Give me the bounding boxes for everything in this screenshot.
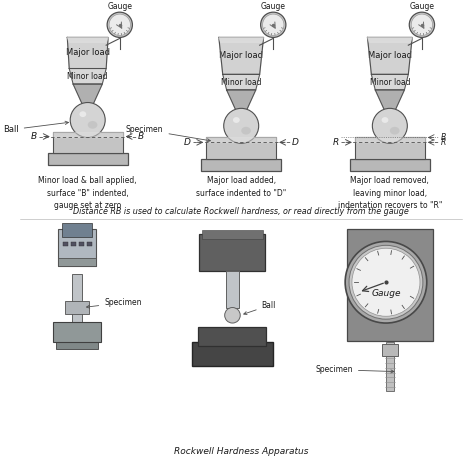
- Text: B: B: [31, 132, 37, 141]
- Ellipse shape: [88, 121, 98, 129]
- Bar: [191, 341, 273, 366]
- Circle shape: [345, 241, 427, 323]
- Polygon shape: [67, 38, 108, 68]
- Circle shape: [349, 245, 423, 319]
- Text: Major load: Major load: [219, 51, 263, 61]
- Polygon shape: [73, 84, 102, 106]
- Polygon shape: [375, 90, 404, 111]
- Polygon shape: [355, 138, 425, 142]
- Ellipse shape: [373, 108, 407, 143]
- Bar: [200, 234, 265, 271]
- Text: Major load removed,
leaving minor load,
indentation recovers to "R": Major load removed, leaving minor load, …: [337, 176, 442, 210]
- Polygon shape: [219, 38, 264, 74]
- Polygon shape: [223, 74, 260, 90]
- Text: Gauge: Gauge: [410, 2, 434, 11]
- Text: Minor load: Minor load: [370, 78, 410, 87]
- Bar: [65, 301, 89, 314]
- Circle shape: [411, 14, 433, 35]
- Bar: [63, 223, 91, 236]
- Bar: [64, 242, 68, 246]
- Circle shape: [261, 12, 286, 38]
- Bar: [55, 341, 99, 349]
- Polygon shape: [69, 68, 106, 84]
- Bar: [206, 138, 276, 159]
- Polygon shape: [227, 90, 256, 111]
- Text: Major load: Major load: [368, 51, 412, 61]
- Text: Ball: Ball: [3, 121, 68, 134]
- Text: Ball: Ball: [244, 301, 276, 314]
- Text: Major load added,
surface indented to "D": Major load added, surface indented to "D…: [196, 176, 286, 198]
- Bar: [382, 344, 398, 356]
- Circle shape: [107, 12, 132, 38]
- Ellipse shape: [233, 117, 240, 123]
- Circle shape: [352, 248, 420, 316]
- Bar: [386, 342, 394, 391]
- Bar: [48, 153, 128, 165]
- Ellipse shape: [70, 102, 105, 138]
- Circle shape: [409, 12, 435, 38]
- Text: B: B: [138, 132, 145, 141]
- Bar: [53, 322, 101, 341]
- Text: R: R: [440, 138, 446, 147]
- Polygon shape: [206, 138, 276, 142]
- Bar: [226, 271, 239, 308]
- Bar: [350, 159, 429, 171]
- Bar: [72, 274, 82, 322]
- Text: Gauge: Gauge: [261, 2, 286, 11]
- Ellipse shape: [80, 111, 86, 117]
- Polygon shape: [219, 38, 264, 42]
- Bar: [87, 242, 91, 246]
- Text: D: D: [184, 138, 191, 147]
- Text: Specimen: Specimen: [87, 298, 142, 308]
- Text: R: R: [333, 138, 339, 147]
- Bar: [347, 229, 433, 341]
- Bar: [355, 138, 425, 159]
- Circle shape: [263, 14, 284, 35]
- Text: Specimen: Specimen: [126, 125, 210, 142]
- Polygon shape: [367, 38, 412, 74]
- Ellipse shape: [241, 127, 251, 134]
- Text: Minor load & ball applied,
surface "B" indented,
gauge set at zero: Minor load & ball applied, surface "B" i…: [38, 176, 137, 210]
- Bar: [79, 242, 84, 246]
- Polygon shape: [53, 132, 123, 136]
- Bar: [57, 229, 96, 266]
- Polygon shape: [372, 74, 408, 90]
- Ellipse shape: [382, 117, 388, 123]
- Text: Minor load: Minor load: [67, 72, 108, 81]
- Text: Major load: Major load: [66, 49, 109, 57]
- Bar: [57, 258, 96, 266]
- Circle shape: [225, 308, 240, 323]
- Text: Rockwell Hardness Apparatus: Rockwell Hardness Apparatus: [174, 448, 309, 456]
- Bar: [201, 159, 281, 171]
- Text: Gauge: Gauge: [371, 290, 401, 298]
- Text: B: B: [440, 133, 446, 142]
- Ellipse shape: [390, 127, 400, 134]
- Bar: [202, 230, 263, 240]
- Bar: [53, 132, 123, 153]
- Text: Minor load: Minor load: [221, 78, 262, 87]
- Circle shape: [109, 14, 130, 35]
- Bar: [199, 327, 266, 347]
- Text: Gauge: Gauge: [107, 2, 132, 11]
- Polygon shape: [367, 38, 412, 42]
- Bar: [71, 242, 76, 246]
- Text: Distance RB is used to calculate Rockwell hardness, or read directly from the ga: Distance RB is used to calculate Rockwel…: [73, 207, 409, 217]
- Text: D: D: [292, 138, 299, 147]
- Polygon shape: [67, 38, 108, 42]
- Ellipse shape: [224, 108, 259, 143]
- Text: Specimen: Specimen: [315, 365, 394, 374]
